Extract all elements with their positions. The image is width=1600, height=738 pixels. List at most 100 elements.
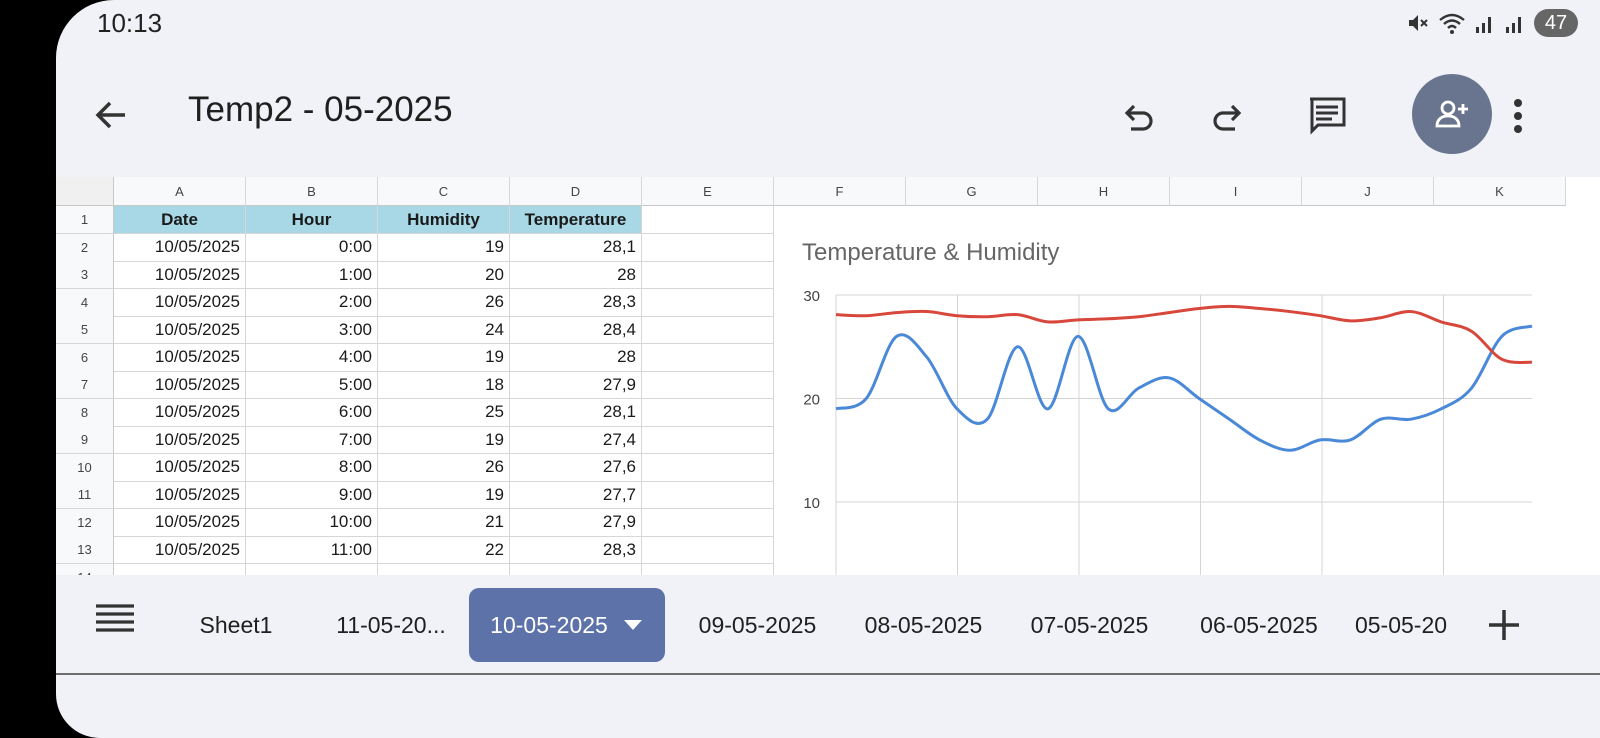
table-cell[interactable]: 10/05/2025	[114, 426, 246, 454]
table-cell[interactable]: 27,4	[510, 426, 642, 454]
empty-cell[interactable]	[642, 233, 774, 262]
table-cell[interactable]: 10/05/2025	[114, 316, 246, 344]
sheet-tab[interactable]: 06-05-2025	[1178, 588, 1340, 662]
empty-cell[interactable]	[642, 316, 774, 344]
table-cell[interactable]: 28,3	[510, 288, 642, 317]
sheet-tab[interactable]: 08-05-2025	[846, 588, 1001, 662]
table-cell[interactable]: 28,1	[510, 233, 642, 262]
table-cell[interactable]: 21	[378, 508, 510, 537]
dropdown-arrow-icon[interactable]	[622, 618, 644, 632]
header-cell[interactable]: Humidity	[378, 206, 510, 234]
table-cell[interactable]: 27,6	[510, 453, 642, 482]
column-header-d[interactable]: D	[510, 177, 642, 206]
more-options-button[interactable]	[1492, 90, 1544, 142]
chart[interactable]: Temperature & Humidity 30 20 10	[774, 207, 1564, 575]
row-header[interactable]: 4	[56, 288, 114, 317]
empty-cell[interactable]	[114, 563, 246, 575]
table-cell[interactable]: 10:00	[246, 508, 378, 537]
table-cell[interactable]: 6:00	[246, 398, 378, 427]
table-cell[interactable]: 10/05/2025	[114, 481, 246, 509]
table-cell[interactable]: 10/05/2025	[114, 233, 246, 262]
table-cell[interactable]: 28	[510, 343, 642, 372]
table-cell[interactable]: 3:00	[246, 316, 378, 344]
table-cell[interactable]: 19	[378, 481, 510, 509]
sheet-tab[interactable]: 09-05-2025	[676, 588, 839, 662]
table-cell[interactable]: 5:00	[246, 371, 378, 399]
table-cell[interactable]: 10/05/2025	[114, 288, 246, 317]
table-cell[interactable]: 10/05/2025	[114, 343, 246, 372]
header-cell[interactable]: Hour	[246, 206, 378, 234]
back-button[interactable]	[84, 88, 138, 142]
select-all-corner[interactable]	[56, 177, 114, 206]
column-header-a[interactable]: A	[114, 177, 246, 206]
empty-cell[interactable]	[246, 563, 378, 575]
empty-cell[interactable]	[642, 206, 774, 234]
table-cell[interactable]: 10/05/2025	[114, 508, 246, 537]
row-header[interactable]: 3	[56, 261, 114, 289]
column-header-g[interactable]: G	[906, 177, 1038, 206]
row-header[interactable]: 6	[56, 343, 114, 372]
row-header[interactable]: 11	[56, 481, 114, 509]
table-cell[interactable]: 10/05/2025	[114, 261, 246, 289]
sheet-tab[interactable]: 11-05-20...	[316, 588, 466, 662]
column-header-h[interactable]: H	[1038, 177, 1170, 206]
sheet-tab[interactable]: 05-05-20	[1346, 588, 1456, 662]
row-header[interactable]: 1	[56, 206, 114, 234]
table-cell[interactable]: 4:00	[246, 343, 378, 372]
row-header[interactable]: 9	[56, 426, 114, 454]
undo-button[interactable]	[1112, 90, 1164, 142]
table-cell[interactable]: 18	[378, 371, 510, 399]
column-header-b[interactable]: B	[246, 177, 378, 206]
table-cell[interactable]: 20	[378, 261, 510, 289]
table-cell[interactable]: 19	[378, 426, 510, 454]
table-cell[interactable]: 9:00	[246, 481, 378, 509]
row-header[interactable]: 12	[56, 508, 114, 537]
table-cell[interactable]: 0:00	[246, 233, 378, 262]
empty-cell[interactable]	[642, 481, 774, 509]
table-cell[interactable]: 10/05/2025	[114, 371, 246, 399]
empty-cell[interactable]	[642, 426, 774, 454]
add-sheet-button[interactable]	[1484, 605, 1524, 645]
table-cell[interactable]: 26	[378, 288, 510, 317]
column-header-k[interactable]: K	[1434, 177, 1566, 206]
table-cell[interactable]: 27,9	[510, 508, 642, 537]
empty-cell[interactable]	[642, 288, 774, 317]
table-cell[interactable]: 27,9	[510, 371, 642, 399]
empty-cell[interactable]	[642, 343, 774, 372]
row-header[interactable]: 7	[56, 371, 114, 399]
header-cell[interactable]: Temperature	[510, 206, 642, 234]
table-cell[interactable]: 7:00	[246, 426, 378, 454]
table-cell[interactable]: 28	[510, 261, 642, 289]
row-header[interactable]: 10	[56, 453, 114, 482]
table-cell[interactable]: 28,4	[510, 316, 642, 344]
table-cell[interactable]: 2:00	[246, 288, 378, 317]
column-header-e[interactable]: E	[642, 177, 774, 206]
empty-cell[interactable]	[642, 563, 774, 575]
row-header[interactable]: 8	[56, 398, 114, 427]
sheet-tab[interactable]: 07-05-2025	[1011, 588, 1168, 662]
table-cell[interactable]: 11:00	[246, 536, 378, 564]
empty-cell[interactable]	[642, 371, 774, 399]
document-title[interactable]: Temp2 - 05-2025	[188, 90, 453, 129]
table-cell[interactable]: 28,3	[510, 536, 642, 564]
row-header[interactable]: 2	[56, 233, 114, 262]
column-header-i[interactable]: I	[1170, 177, 1302, 206]
table-cell[interactable]: 19	[378, 233, 510, 262]
table-cell[interactable]: 8:00	[246, 453, 378, 482]
column-header-j[interactable]: J	[1302, 177, 1434, 206]
table-cell[interactable]: 28,1	[510, 398, 642, 427]
row-header[interactable]: 13	[56, 536, 114, 564]
empty-cell[interactable]	[642, 453, 774, 482]
table-cell[interactable]: 10/05/2025	[114, 453, 246, 482]
table-cell[interactable]: 10/05/2025	[114, 536, 246, 564]
row-header[interactable]: 14	[56, 563, 114, 575]
table-cell[interactable]: 1:00	[246, 261, 378, 289]
empty-cell[interactable]	[642, 261, 774, 289]
sheet-tab[interactable]: 10-05-2025	[469, 588, 665, 662]
redo-button[interactable]	[1202, 90, 1254, 142]
column-header-f[interactable]: F	[774, 177, 906, 206]
column-header-c[interactable]: C	[378, 177, 510, 206]
empty-cell[interactable]	[642, 508, 774, 537]
table-cell[interactable]: 26	[378, 453, 510, 482]
